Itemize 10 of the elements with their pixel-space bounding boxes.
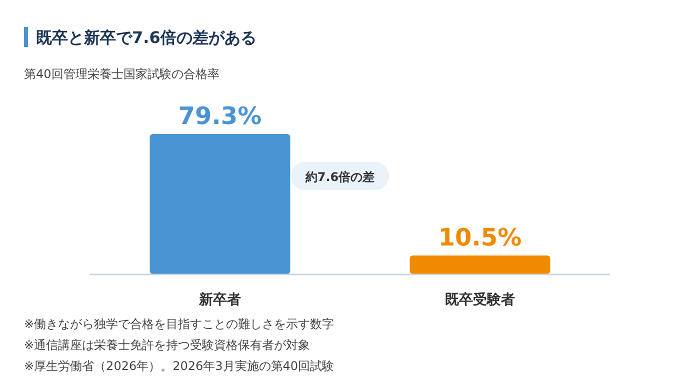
data-label: 79.3%	[178, 102, 262, 130]
text: ※通信講座は栄養士免許を持つ受験資格保有者が対象	[24, 338, 310, 352]
x-tick-label: 既卒受験者	[445, 291, 515, 308]
annotation: 約7.6倍の差	[304, 170, 375, 184]
x-tick-label: 新卒者	[198, 291, 241, 308]
chart-subtitle: 第40回管理栄養士国家試験の合格率	[24, 67, 220, 81]
data-label: 10.5%	[438, 223, 522, 252]
text: ※厚生労働省（2026年）。2026年3月実施の第40回試験	[24, 359, 334, 373]
chart-title: 既卒と新卒で7.6倍の差がある	[36, 28, 256, 47]
text: ※働きながら独学で合格を目指すことの難しさを示す数字	[24, 317, 334, 331]
